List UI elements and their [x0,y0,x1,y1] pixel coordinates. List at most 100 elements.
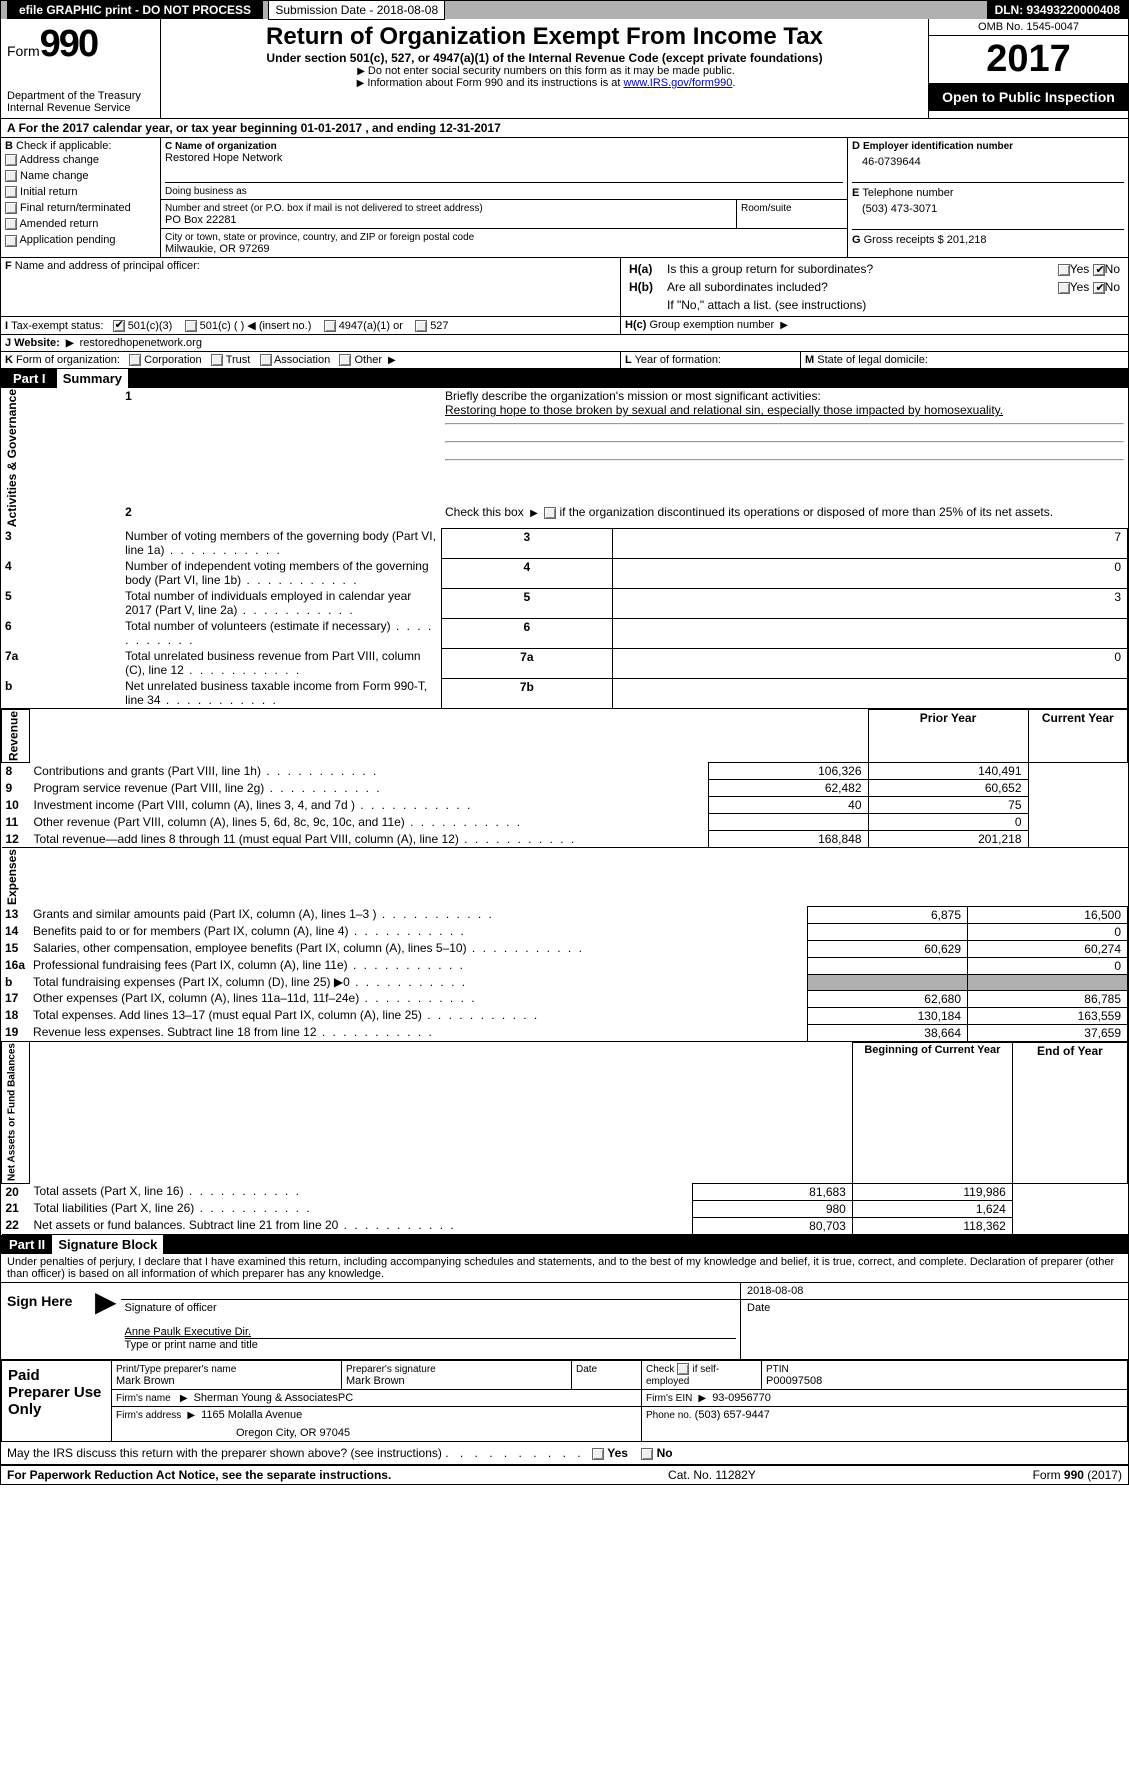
omb-number: OMB No. 1545-0047 [929,19,1128,36]
firm-phone: (503) 657-9447 [695,1409,770,1421]
officer-name-title: Anne Paulk Executive Dir. [125,1326,252,1338]
b-opt-cb[interactable] [5,186,17,198]
527-cb[interactable] [415,320,427,332]
part1-header: Part I Summary [1,369,1128,388]
501c-cb[interactable] [185,320,197,332]
mission-text: Restoring hope to those broken by sexual… [445,403,1003,417]
501c3-cb[interactable] [113,320,125,332]
trust-cb[interactable] [211,354,223,366]
top-bar: efile GRAPHIC print - DO NOT PROCESS Sub… [1,1,1128,19]
officer-label: Name and address of principal officer: [15,260,200,272]
insert-no: (insert no.) [259,320,312,332]
state-domicile-label: State of legal domicile: [817,354,928,366]
side-expenses: Expenses [1,848,29,906]
form-number: 990 [40,23,97,66]
other-cb[interactable] [339,354,351,366]
firm-name: Sherman Young & AssociatesPC [194,1392,354,1404]
prep-date-label: Date [576,1364,597,1375]
public-inspection: Open to Public Inspection [929,83,1128,111]
discuss-no-cb[interactable] [641,1448,653,1460]
discuss-yes-cb[interactable] [592,1448,604,1460]
no-label: No [1105,262,1120,276]
current-year-hdr: Current Year [1028,710,1127,763]
ein: 46-0739644 [852,152,1124,172]
irs-link[interactable]: www.IRS.gov/form990 [624,77,733,89]
assoc-label: Association [274,354,330,366]
assoc-cb[interactable] [260,354,272,366]
b-opt-cb[interactable] [5,218,17,230]
cat-no: Cat. No. 11282Y [668,1468,756,1482]
note-info: Information about Form 990 and its instr… [367,77,623,89]
b-opt-cb[interactable] [5,235,17,247]
yes-label: Yes [1070,262,1090,276]
self-employed-cb[interactable] [677,1363,689,1375]
ha-yes-cb[interactable] [1058,264,1070,276]
discuss-q: May the IRS discuss this return with the… [7,1446,442,1460]
part1-label: Part I [9,371,50,386]
street-address: PO Box 22281 [165,214,237,226]
city-state-zip: Milwaukie, OR 97269 [165,243,270,255]
room-label: Room/suite [741,203,792,214]
b-opt-cb[interactable] [5,170,17,182]
ha-no-cb[interactable] [1093,264,1105,276]
no-label: No [1105,280,1120,294]
attach-list-note: If "No," attach a list. (see instruction… [667,298,866,312]
l2b: if the organization discontinued its ope… [559,505,1053,519]
form-footer: Form 990 (2017) [1033,1468,1122,1482]
no-label: No [657,1446,673,1460]
corp-cb[interactable] [129,354,141,366]
b-opt-cb[interactable] [5,202,17,214]
ein-label: Employer identification number [863,141,1013,152]
check-applicable-label: Check if applicable: [16,140,111,152]
firm-ein: 93-0956770 [712,1392,771,1404]
501c-label: 501(c) ( ) [200,320,245,332]
phone: (503) 473-3071 [852,199,1124,219]
addr-label: Number and street (or P.O. box if mail i… [165,203,483,214]
firm-addr-label: Firm's address [116,1410,181,1421]
org-name-label: Name of organization [175,141,277,152]
sign-here-label: Sign Here [1,1283,91,1360]
date-label: Date [741,1299,1128,1359]
firm-addr: 1165 Molalla Avenue [201,1409,302,1421]
side-revenue: Revenue [2,710,30,763]
501c3-label: 501(c)(3) [128,320,173,332]
form-subtitle: Under section 501(c), 527, or 4947(a)(1)… [165,51,924,65]
begin-year-hdr: Beginning of Current Year [852,1042,1012,1183]
pra-notice: For Paperwork Reduction Act Notice, see … [7,1468,391,1482]
prior-year-hdr: Prior Year [868,710,1028,763]
phone-label: Telephone number [862,187,953,199]
hb-no-cb[interactable] [1093,282,1105,294]
b-opt-cb[interactable] [5,154,17,166]
form-org-label: Form of organization: [16,354,120,366]
other-label: Other [354,354,382,366]
prep-name: Mark Brown [116,1375,175,1387]
group-return-q: Is this a group return for subordinates? [667,262,873,276]
firm-name-label: Firm's name [116,1393,171,1404]
tax-status-label: Tax-exempt status: [11,320,103,332]
discontinued-cb[interactable] [544,507,556,519]
form-header: Form990 Department of the Treasury Inter… [1,19,1128,119]
ptin-label: PTIN [766,1364,789,1375]
prep-sig-label: Preparer's signature [346,1364,436,1375]
prep-sig: Mark Brown [346,1375,405,1387]
4947-cb[interactable] [324,320,336,332]
ptin: P00097508 [766,1375,822,1387]
l2a: Check this box [445,505,524,519]
sig-date: 2018-08-08 [741,1283,1128,1300]
end-year-hdr: End of Year [1012,1042,1127,1183]
dln: DLN: 93493220000408 [987,1,1128,19]
subs-included-q: Are all subordinates included? [667,280,828,294]
hb-yes-cb[interactable] [1058,282,1070,294]
check-label: Check [646,1364,674,1375]
tax-year: 2017 [929,36,1128,83]
paid-preparer-label: Paid Preparer Use Only [2,1360,112,1441]
note-ssn: Do not enter social security numbers on … [368,65,735,77]
tax-year-range: For the 2017 calendar year, or tax year … [19,121,501,135]
prep-name-label: Print/Type preparer's name [116,1364,236,1375]
part2-name: Signature Block [52,1235,163,1254]
part1-name: Summary [57,369,128,388]
year-formation-label: Year of formation: [635,354,721,366]
gross-receipts-label: Gross receipts $ [864,234,944,246]
dept-label: Department of the Treasury Internal Reve… [7,90,154,114]
sig-officer-label: Signature of officer [125,1302,217,1314]
